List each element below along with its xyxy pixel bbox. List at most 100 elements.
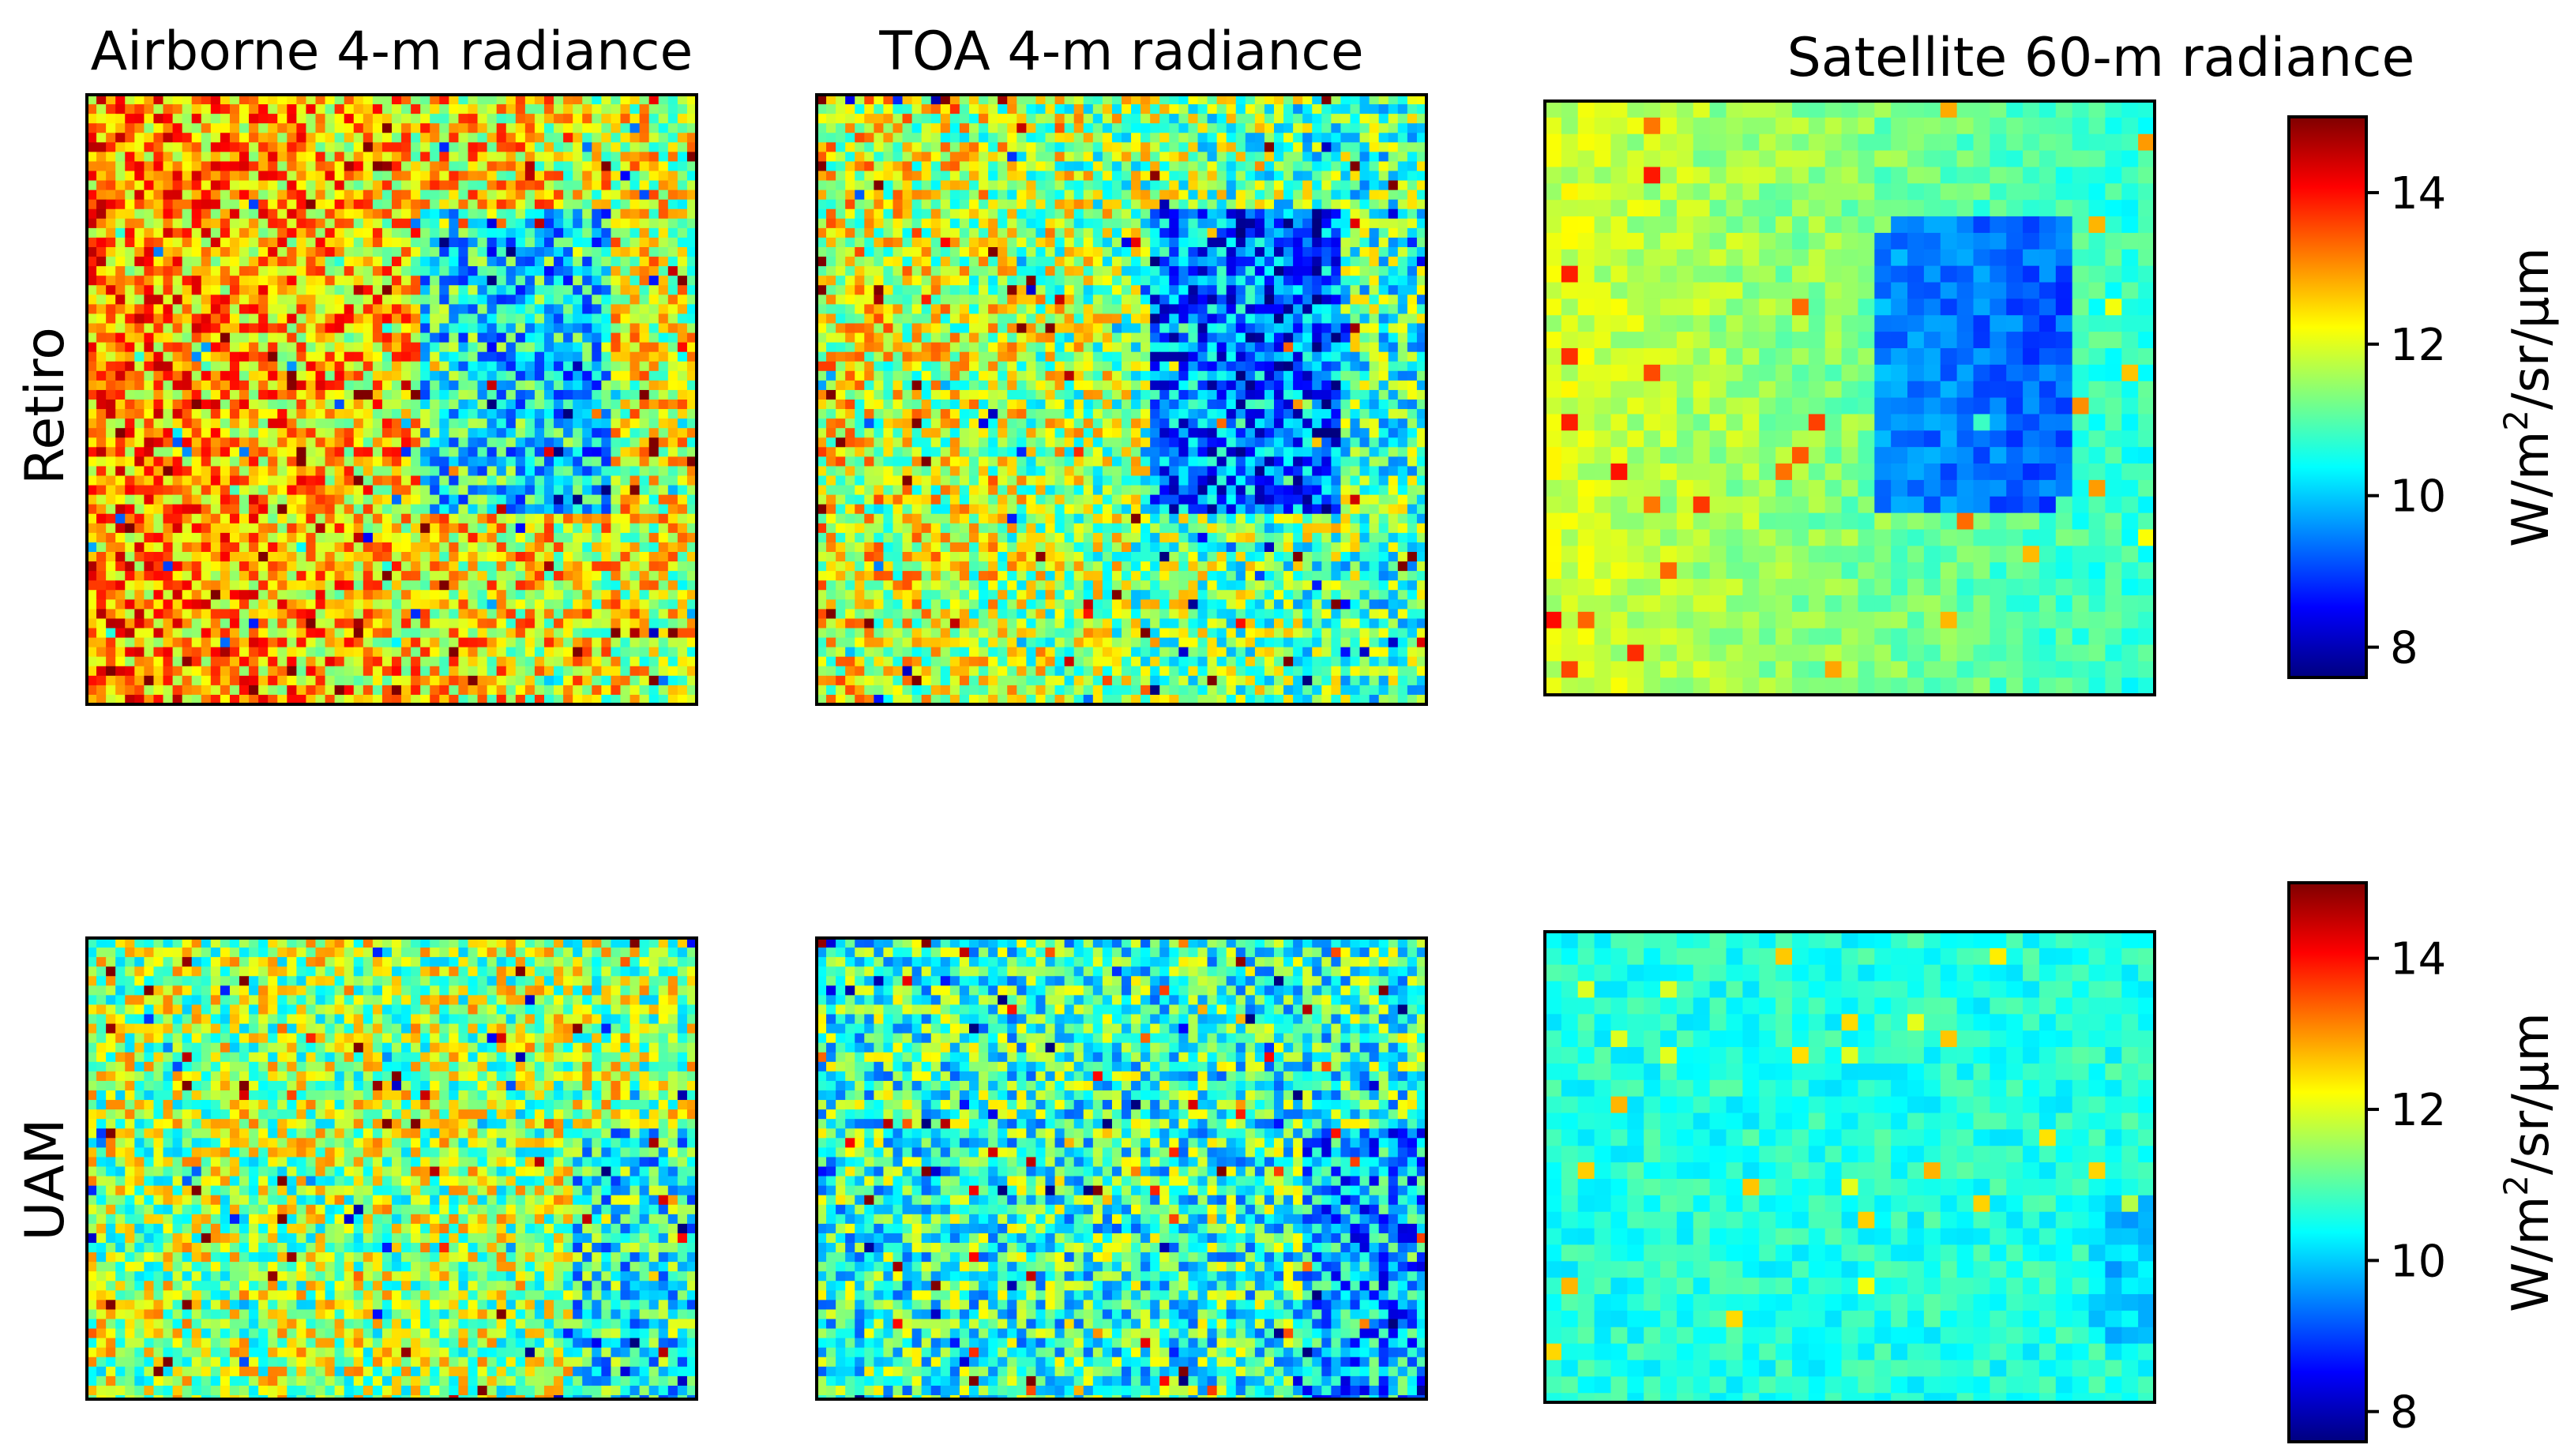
heatmap-cell <box>620 666 631 677</box>
heatmap-cell <box>468 285 479 295</box>
heatmap-cell <box>544 694 554 704</box>
heatmap-cell <box>1207 190 1218 201</box>
heatmap-cell <box>1045 95 1056 105</box>
heatmap-cell <box>554 485 564 496</box>
heatmap-cell <box>1378 95 1389 105</box>
heatmap-cell <box>620 304 631 315</box>
heatmap-cell <box>401 666 411 677</box>
heatmap-cell <box>334 218 345 229</box>
heatmap-cell <box>544 561 554 572</box>
heatmap-cell <box>372 199 383 210</box>
heatmap-cell <box>411 123 421 133</box>
heatmap-cell <box>106 218 116 229</box>
heatmap-cell <box>505 342 517 353</box>
heatmap-cell <box>125 114 135 124</box>
heatmap-cell <box>677 580 688 591</box>
heatmap-cell <box>381 523 393 534</box>
heatmap-cell <box>611 276 622 286</box>
heatmap-cell <box>487 114 498 124</box>
heatmap-cell <box>921 199 932 210</box>
heatmap-cell <box>96 152 107 163</box>
heatmap-cell <box>296 161 307 172</box>
heatmap-cell <box>611 542 622 553</box>
heatmap-cell <box>153 466 164 477</box>
heatmap-cell <box>353 218 364 229</box>
heatmap-cell <box>1283 142 1294 152</box>
heatmap-cell <box>172 694 183 704</box>
heatmap-cell <box>258 466 269 477</box>
heatmap-cell <box>573 285 583 295</box>
heatmap-cell <box>458 171 469 182</box>
heatmap-cell <box>629 599 641 610</box>
heatmap-cell <box>239 542 250 553</box>
heatmap-cell <box>902 218 913 229</box>
heatmap-cell <box>1026 114 1037 124</box>
heatmap-cell <box>220 199 231 210</box>
heatmap-cell <box>239 618 250 629</box>
heatmap-cell <box>439 552 449 562</box>
heatmap-cell <box>524 428 535 438</box>
heatmap-cell <box>392 542 402 553</box>
heatmap-cell <box>611 227 622 238</box>
heatmap-cell <box>1092 199 1103 210</box>
heatmap-cell <box>573 447 583 457</box>
heatmap-cell <box>125 133 135 143</box>
heatmap-cell <box>239 285 250 295</box>
heatmap-cell <box>258 190 269 201</box>
heatmap-cell <box>601 295 612 305</box>
heatmap-cell <box>563 504 573 515</box>
heatmap-cell <box>220 389 231 400</box>
heatmap-cell <box>315 161 326 172</box>
heatmap-cell <box>477 114 488 124</box>
heatmap-cell <box>1054 133 1065 143</box>
heatmap-cell <box>573 485 583 496</box>
heatmap-cell <box>639 332 650 343</box>
heatmap-cell <box>210 389 221 400</box>
heatmap-cell <box>1054 123 1065 133</box>
heatmap-cell <box>277 590 287 600</box>
heatmap-cell <box>855 142 865 152</box>
heatmap-cell <box>201 389 212 400</box>
heatmap-cell <box>210 561 221 572</box>
heatmap-cell <box>439 685 449 696</box>
heatmap-cell <box>573 218 583 229</box>
heatmap-cell <box>163 199 174 210</box>
heatmap-cell <box>477 656 488 667</box>
heatmap-cell <box>515 237 526 248</box>
heatmap-cell <box>592 351 602 362</box>
heatmap-cell <box>515 218 526 229</box>
heatmap-cell <box>449 295 460 305</box>
heatmap-cell <box>629 552 641 562</box>
heatmap-cell <box>210 199 221 210</box>
heatmap-cell <box>1169 190 1179 201</box>
heatmap-cell <box>439 571 449 581</box>
heatmap-cell <box>191 351 202 362</box>
heatmap-cell <box>277 95 287 105</box>
heatmap-cell <box>563 675 573 686</box>
heatmap-cell <box>658 342 669 353</box>
heatmap-cell <box>229 257 240 267</box>
heatmap-cell <box>163 418 174 429</box>
heatmap-cell <box>125 437 135 448</box>
heatmap-cell <box>677 285 688 295</box>
heatmap-cell <box>363 590 374 600</box>
heatmap-cell <box>201 180 212 191</box>
heatmap-cell <box>381 656 393 667</box>
heatmap-cell <box>1026 218 1037 229</box>
heatmap-cell <box>573 190 583 201</box>
heatmap-cell <box>477 161 488 172</box>
heatmap-cell <box>648 332 659 343</box>
heatmap-cell <box>249 447 259 457</box>
heatmap-cell <box>277 437 287 448</box>
heatmap-cell <box>449 208 460 220</box>
heatmap-cell <box>1264 114 1275 124</box>
heatmap-cell <box>611 656 622 667</box>
heatmap-cell <box>277 542 287 553</box>
heatmap-cell <box>277 133 287 143</box>
heatmap-cell <box>306 504 317 515</box>
heatmap-cell <box>229 323 240 334</box>
heatmap-cell <box>629 494 641 505</box>
heatmap-cell <box>639 590 650 600</box>
heatmap-cell <box>363 485 374 496</box>
heatmap-cell <box>1350 133 1361 143</box>
